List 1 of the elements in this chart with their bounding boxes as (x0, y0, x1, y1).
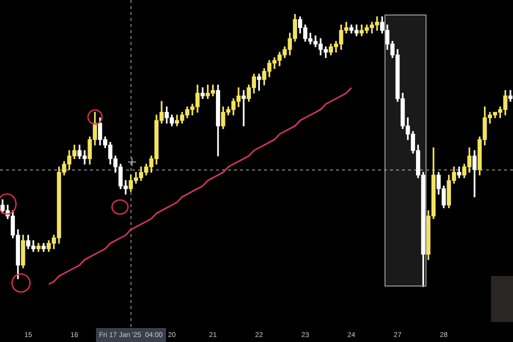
candlestick (256, 74, 262, 91)
